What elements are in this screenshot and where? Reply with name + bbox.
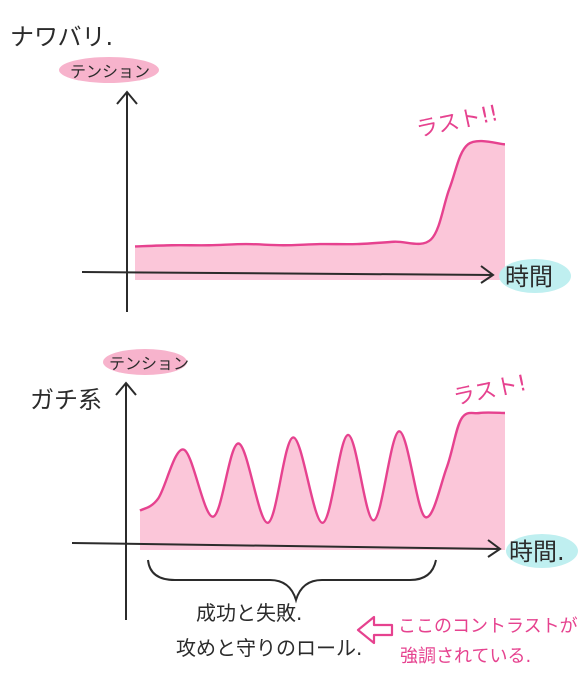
- chart1-ylabel-highlight: [59, 57, 159, 83]
- chart1-tension-line: [134, 139, 506, 248]
- chart2-ylabel-highlight: [103, 349, 187, 375]
- annotation-line-1: ここのコントラストが: [398, 616, 578, 637]
- chart1-ylabel: テンション: [70, 62, 150, 81]
- chart2-xlabel: 時間.: [509, 538, 565, 566]
- annotation-line-2: 強調されている.: [400, 646, 531, 667]
- chart2-area-fill: [140, 412, 505, 550]
- chart2-x-axis-arrow: [487, 539, 502, 558]
- chart2-tension-line: [139, 411, 506, 525]
- brace: [147, 559, 437, 604]
- chart1-xlabel-highlight: [499, 259, 571, 293]
- chart1-x-axis: [81, 271, 494, 276]
- hollow-left-arrow-icon: [356, 615, 394, 645]
- brace-line-2: 攻めと守りのロール.: [176, 636, 362, 660]
- chart2-xlabel-highlight: [506, 534, 578, 568]
- chart1-peak-label: ラスト!!: [414, 101, 501, 143]
- chart2-plot: [139, 411, 506, 550]
- chart2-y-axis-arrow: [115, 381, 137, 396]
- chart2-x-axis: [71, 542, 501, 550]
- chart2-title: ガチ系: [30, 386, 102, 414]
- chart1-area-fill: [135, 141, 505, 280]
- chart2-ylabel: テンション: [109, 354, 189, 373]
- chart1-y-axis-arrow: [116, 90, 138, 105]
- chart2-peak-label: ラスト!: [451, 371, 529, 411]
- chart1-title: ナワバリ.: [10, 23, 113, 51]
- chart1-x-axis-arrow: [480, 265, 495, 284]
- chart1-xlabel: 時間: [505, 263, 553, 291]
- brace-line-1: 成功と失敗.: [196, 601, 302, 625]
- chart1-plot: [134, 139, 506, 280]
